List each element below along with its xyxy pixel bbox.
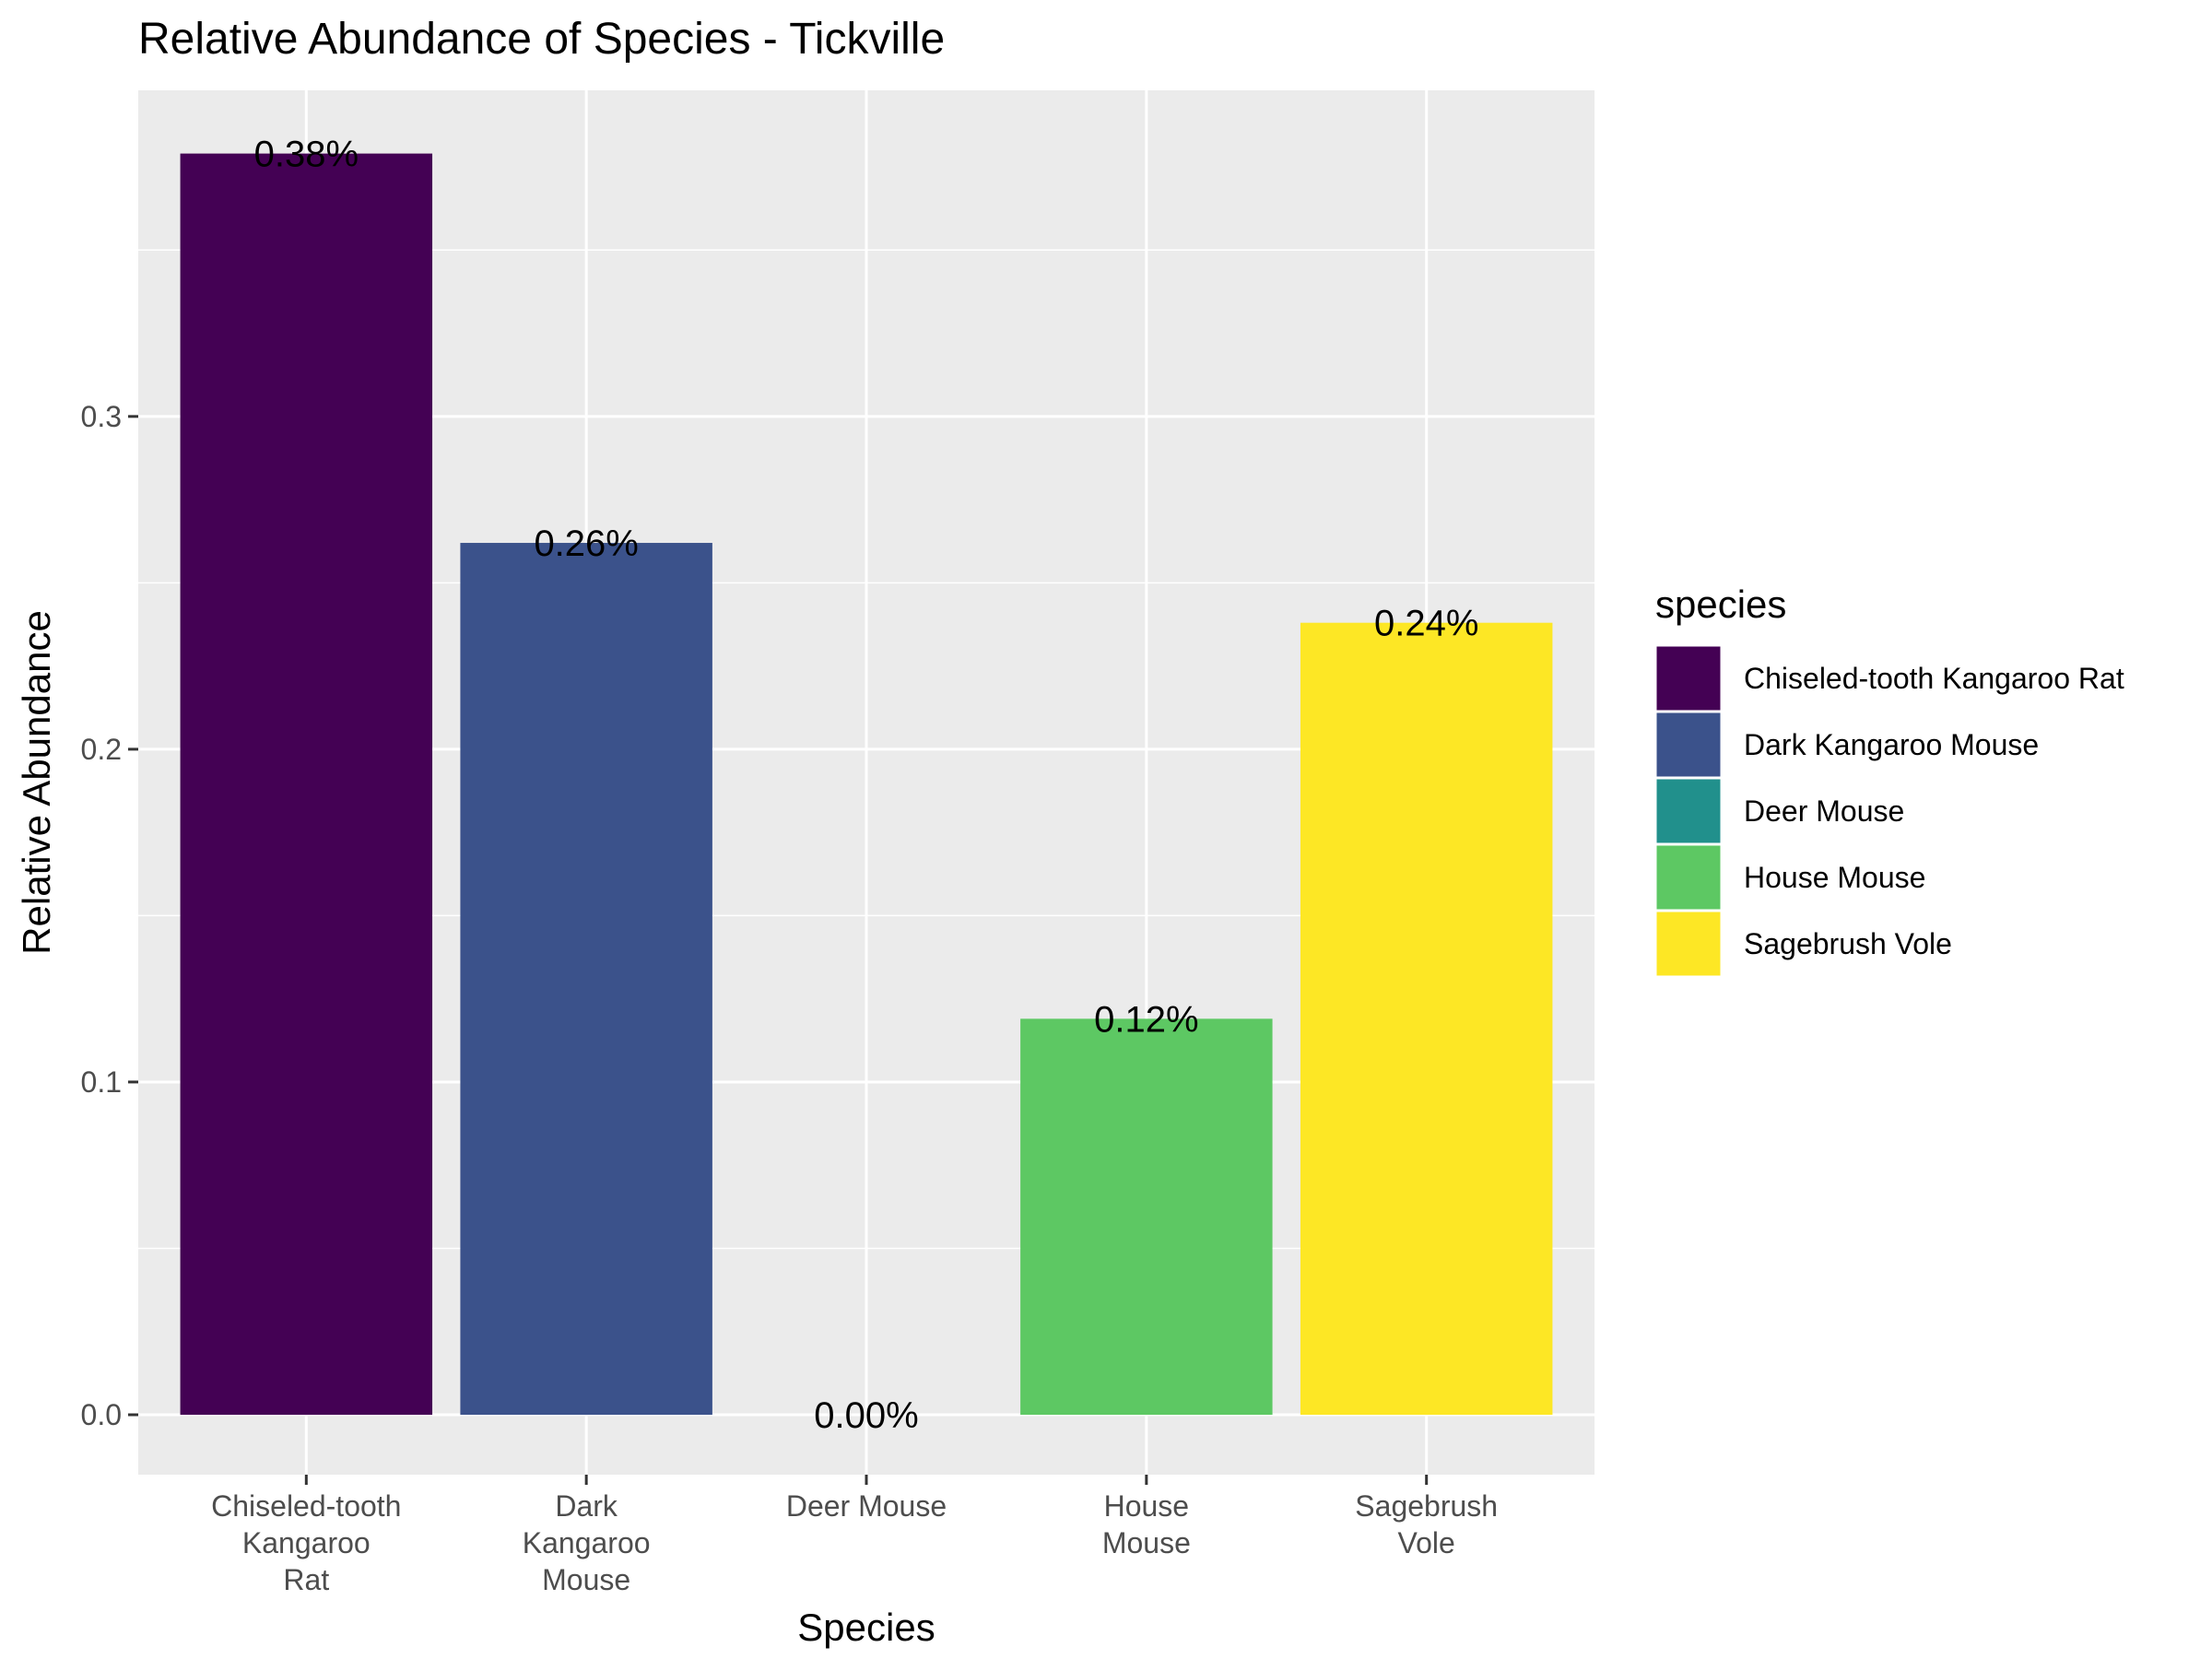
x-axis: Chiseled-toothKangarooRatDarkKangarooMou… bbox=[211, 1475, 1498, 1596]
x-tick-label: Deer Mouse bbox=[786, 1489, 947, 1523]
legend-title: species bbox=[1655, 582, 1786, 626]
y-axis-title: Relative Abundance bbox=[15, 610, 58, 955]
x-tick-label: Sagebrush bbox=[1355, 1489, 1498, 1523]
x-tick-label: House bbox=[1104, 1489, 1190, 1523]
bar bbox=[1020, 1018, 1273, 1416]
x-axis-title: Species bbox=[797, 1606, 935, 1649]
legend-label: Dark Kangaroo Mouse bbox=[1744, 728, 2039, 761]
legend: species Chiseled-tooth Kangaroo Rat Dark … bbox=[1653, 582, 2124, 979]
data-label: 0.24% bbox=[1374, 604, 1478, 644]
bars bbox=[180, 153, 1553, 1416]
x-tick-label: Mouse bbox=[542, 1563, 630, 1596]
chart-title: Relative Abundance of Species - Tickvill… bbox=[138, 15, 945, 64]
legend-key bbox=[1653, 909, 1724, 979]
x-tick-label: Kangaroo bbox=[523, 1526, 651, 1559]
data-label: 0.38% bbox=[254, 135, 359, 175]
x-tick-label: Chiseled-tooth bbox=[211, 1489, 401, 1523]
x-tick-label: Dark bbox=[555, 1489, 618, 1523]
legend-label: House Mouse bbox=[1744, 861, 1925, 894]
y-tick-label: 0.3 bbox=[81, 400, 122, 433]
legend-key bbox=[1653, 842, 1724, 912]
data-label: 0.12% bbox=[1094, 999, 1198, 1040]
bar bbox=[460, 543, 712, 1416]
bar bbox=[1300, 622, 1553, 1416]
y-tick-label: 0.0 bbox=[81, 1398, 122, 1431]
y-tick-label: 0.1 bbox=[81, 1065, 122, 1099]
x-tick-label: Vole bbox=[1398, 1526, 1455, 1559]
legend-label: Deer Mouse bbox=[1744, 794, 1904, 828]
legend-label: Sagebrush Vole bbox=[1744, 927, 1952, 960]
bar bbox=[180, 153, 433, 1416]
y-tick-label: 0.2 bbox=[81, 733, 122, 766]
data-label: 0.26% bbox=[534, 524, 638, 564]
legend-key bbox=[1653, 643, 1724, 713]
data-label: 0.00% bbox=[814, 1395, 918, 1436]
legend-key bbox=[1653, 710, 1724, 780]
x-tick-label: Mouse bbox=[1102, 1526, 1191, 1559]
legend-key bbox=[1653, 776, 1724, 846]
legend-label: Chiseled-tooth Kangaroo Rat bbox=[1744, 662, 2124, 695]
data-labels: 0.38% 0.26% 0.00% 0.12% 0.24% bbox=[254, 135, 1479, 1436]
x-tick-label: Rat bbox=[283, 1563, 329, 1596]
y-axis: 0.0 0.1 0.2 0.3 bbox=[81, 400, 138, 1431]
x-tick-label: Kangaroo bbox=[242, 1526, 371, 1559]
